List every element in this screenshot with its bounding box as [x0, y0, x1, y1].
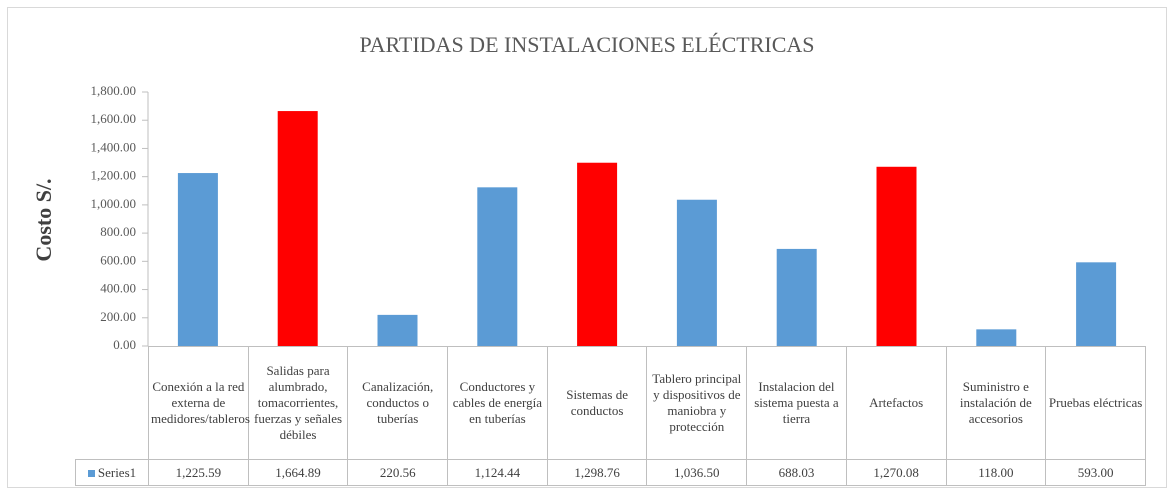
- category-label: Pruebas eléctricas: [1045, 346, 1146, 460]
- y-tick-label: 800.00: [100, 224, 136, 239]
- blank-cell: [75, 346, 149, 460]
- category-label: Tablero principal y dispositivos de mani…: [646, 346, 748, 460]
- bar: [177, 173, 218, 346]
- value-row: Series1 1,225.59 1,664.89 220.56 1,124.44 1,2…: [75, 459, 1146, 486]
- category-label: Salidas para alumbrado, tomacorrientes, …: [247, 346, 349, 460]
- y-tick-label: 600.00: [100, 252, 136, 267]
- bar: [876, 166, 917, 346]
- bar: [277, 111, 318, 346]
- y-tick-label: 1,200.00: [91, 168, 137, 183]
- y-tick-label: 1,400.00: [91, 139, 137, 154]
- category-label: Instalacion del sistema puesta a tierra: [746, 346, 847, 460]
- category-label: Conexión a la red externa de medidores/t…: [148, 346, 250, 460]
- value-label: 1,664.89: [247, 459, 349, 486]
- category-label: Suministro e instalación de accesorios: [945, 346, 1047, 460]
- value-label: 1,270.08: [845, 459, 947, 486]
- value-label: 1,298.76: [546, 459, 648, 486]
- y-tick-label: 1,600.00: [91, 111, 137, 126]
- category-label: Artefactos: [845, 346, 947, 460]
- y-axis-label: Costo S/.: [31, 178, 56, 261]
- bar: [976, 329, 1017, 346]
- y-tick-label: 400.00: [100, 281, 136, 296]
- value-label: 220.56: [347, 459, 449, 486]
- data-table: Conexión a la red externa de medidores/t…: [75, 346, 1146, 486]
- value-label: 593.00: [1045, 459, 1146, 486]
- bar: [477, 187, 518, 346]
- chart-frame: [7, 7, 1167, 488]
- bar: [676, 199, 717, 346]
- y-tick-label: 1,000.00: [91, 196, 137, 211]
- category-row: Conexión a la red externa de medidores/t…: [75, 346, 1146, 460]
- value-label: 688.03: [746, 459, 847, 486]
- y-tick-label: 1,800.00: [91, 83, 137, 98]
- category-label: Conductores y cables de energía en tuber…: [447, 346, 548, 460]
- bar: [1076, 262, 1117, 346]
- category-label: Sistemas de conductos: [546, 346, 648, 460]
- value-label: 118.00: [945, 459, 1047, 486]
- y-tick-label: 200.00: [100, 309, 136, 324]
- legend-label: Series1: [97, 464, 137, 480]
- category-label: Canalización, conductos o tuberías: [347, 346, 449, 460]
- bar: [577, 162, 618, 346]
- chart-title: PARTIDAS DE INSTALACIONES ELÉCTRICAS: [359, 32, 814, 57]
- legend-cell: Series1: [75, 459, 149, 486]
- bar: [377, 314, 418, 346]
- value-label: 1,036.50: [646, 459, 748, 486]
- legend-key: [87, 469, 95, 477]
- value-label: 1,124.44: [447, 459, 548, 486]
- value-label: 1,225.59: [148, 459, 249, 486]
- bar: [776, 248, 817, 346]
